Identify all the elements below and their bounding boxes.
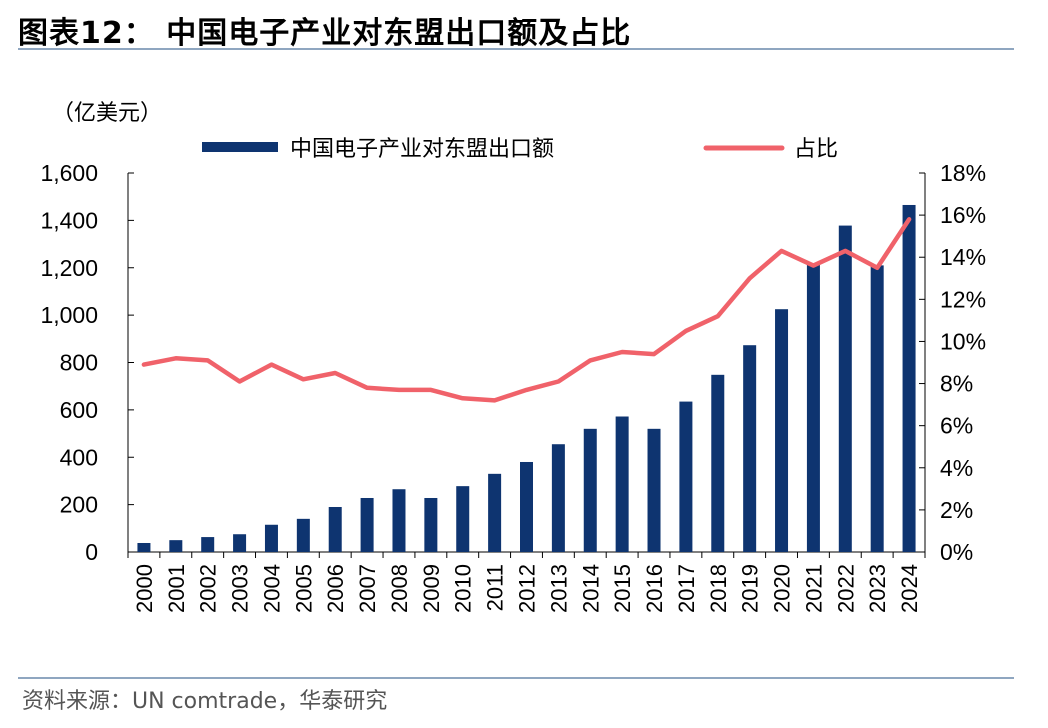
x-tick-label: 2011: [483, 564, 508, 611]
x-tick-label: 2000: [132, 564, 157, 613]
bar-2014: [583, 428, 597, 552]
x-tick-label: 2002: [196, 564, 221, 613]
axes: 0 200 400 600 800 1,000 1,200 1,400 1,600 0% 2% 4% 6…: [40, 160, 986, 613]
x-tick-label: 2020: [770, 564, 795, 613]
bar-2016: [647, 428, 661, 552]
left-y-tick-label: 1,000: [40, 302, 98, 328]
legend: 中国电子产业对东盟出口额 占比: [202, 137, 838, 162]
legend-line-label: 占比: [794, 137, 838, 162]
bar-2024: [902, 204, 916, 552]
x-tick-label: 2003: [228, 564, 253, 613]
left-y-tick-label: 0: [85, 539, 98, 565]
line-series: [141, 217, 912, 403]
bar-2015: [615, 416, 629, 552]
x-tick-label: 2001: [164, 564, 189, 613]
bar-2004: [264, 524, 278, 552]
title-divider: [18, 48, 1014, 50]
x-tick-label: 2016: [642, 564, 667, 613]
figure-title: 图表12： 中国电子产业对东盟出口额及占比: [18, 16, 632, 51]
right-y-tick-label: 10%: [940, 328, 986, 354]
x-tick-label: 2013: [546, 564, 571, 613]
legend-bar-label: 中国电子产业对东盟出口额: [290, 137, 554, 162]
right-y-tick-label: 14%: [940, 244, 986, 270]
left-y-tick-label: 1,200: [40, 255, 98, 281]
bar-2022: [838, 225, 852, 552]
x-tick-label: 2017: [674, 564, 699, 613]
bar-2018: [711, 374, 725, 552]
bar-2007: [360, 497, 374, 552]
x-tick-label: 2018: [706, 564, 731, 613]
left-y-tick-label: 200: [60, 492, 98, 518]
bar-2012: [520, 461, 533, 552]
left-y-tick-label: 800: [60, 350, 98, 376]
x-tick-label: 2010: [451, 564, 476, 613]
left-y-tick-label: 1,400: [40, 207, 98, 233]
x-tick-label: 2004: [259, 564, 284, 613]
right-y-tick-label: 2%: [940, 497, 973, 523]
x-tick-label: 2012: [515, 564, 540, 613]
x-tick-label: 2024: [897, 564, 922, 613]
x-tick-label: 2008: [387, 564, 412, 613]
x-tick-label: 2006: [323, 564, 348, 613]
bar-2008: [392, 489, 406, 552]
right-y-tick-label: 12%: [940, 286, 986, 312]
right-y-tick-label: 16%: [940, 202, 986, 228]
bar-2001: [169, 540, 183, 552]
x-tick-label: 2005: [291, 564, 316, 613]
x-tick-label: 2009: [419, 564, 444, 613]
bar-series: [137, 204, 916, 552]
x-tick-label: 2015: [610, 564, 635, 613]
left-y-tick-label: 600: [60, 397, 98, 423]
legend-bar-swatch: [202, 142, 278, 152]
right-y-tick-label: 0%: [940, 539, 973, 565]
x-tick-label: 2007: [355, 564, 380, 613]
bar-2002: [201, 537, 215, 552]
x-tick-label: 2019: [738, 564, 763, 613]
bar-2021: [806, 263, 820, 552]
right-y-tick-label: 4%: [940, 455, 973, 481]
bar-2006: [328, 506, 342, 552]
x-tick-label: 2023: [865, 564, 890, 613]
source-note: 资料来源：UN comtrade，华泰研究: [22, 689, 388, 714]
bar-2010: [456, 486, 470, 552]
right-y-tick-label: 8%: [940, 371, 973, 397]
bar-2013: [551, 444, 565, 552]
bar-2023: [870, 265, 884, 552]
bar-2005: [296, 518, 310, 552]
bar-2011: [488, 473, 502, 552]
source-divider: [18, 677, 1014, 679]
left-y-tick-label: 1,600: [40, 160, 98, 186]
bar-2009: [424, 497, 438, 552]
right-y-tick-label: 6%: [940, 413, 973, 439]
x-tick-label: 2022: [833, 564, 858, 613]
bar-2020: [775, 309, 789, 552]
x-tick-label: 2014: [578, 564, 603, 613]
bar-2017: [679, 401, 693, 552]
left-y-tick-label: 400: [60, 444, 98, 470]
x-tick-label: 2021: [801, 564, 826, 613]
right-y-tick-label: 18%: [940, 160, 986, 186]
share-line: [141, 217, 912, 403]
bar-2003: [233, 534, 247, 552]
bar-2019: [743, 345, 757, 552]
y-axis-unit-label: （亿美元）: [52, 101, 162, 126]
bar-2000: [137, 542, 151, 552]
